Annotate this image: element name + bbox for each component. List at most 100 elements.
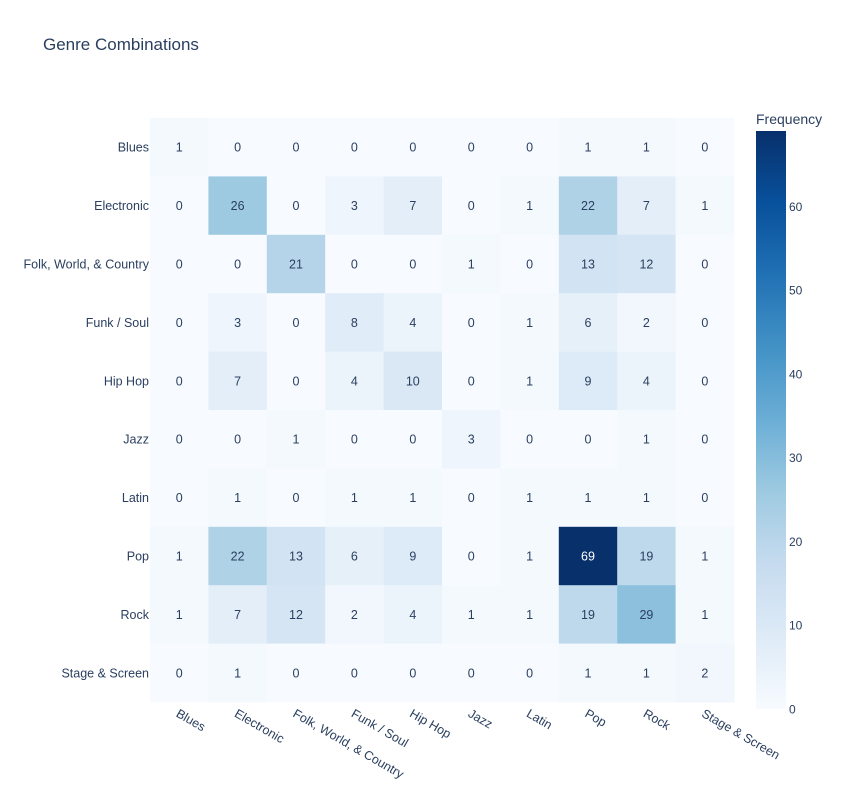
y-tick-label: Funk / Soul bbox=[86, 316, 149, 330]
heatmap-cell-value: 1 bbox=[526, 491, 533, 505]
heatmap-cell-value: 13 bbox=[289, 550, 303, 564]
heatmap-cell bbox=[208, 585, 268, 645]
heatmap-cell bbox=[558, 468, 618, 528]
y-tick-label: Rock bbox=[121, 608, 150, 622]
colorbar-tick-labels: 0 10 20 30 40 50 60 bbox=[789, 200, 803, 717]
heatmap-cell bbox=[617, 410, 677, 469]
heatmap-cell-value: 13 bbox=[581, 258, 595, 272]
heatmap-cell bbox=[383, 526, 443, 586]
heatmap-cell bbox=[266, 410, 326, 469]
heatmap-cell-value: 0 bbox=[409, 141, 416, 155]
heatmap-cell-value: 0 bbox=[234, 433, 241, 447]
heatmap-cell bbox=[442, 410, 501, 469]
heatmap-cell bbox=[383, 176, 443, 236]
heatmap-cell-value: 1 bbox=[526, 550, 533, 564]
heatmap-cell bbox=[500, 293, 560, 353]
heatmap-cell bbox=[500, 351, 560, 411]
heatmap-cell bbox=[266, 468, 326, 528]
heatmap-cell bbox=[617, 468, 677, 528]
heatmap-cell bbox=[442, 118, 501, 177]
heatmap-cell-value: 3 bbox=[351, 199, 358, 213]
heatmap-cell-value: 0 bbox=[351, 666, 358, 680]
heatmap-cell-value: 12 bbox=[639, 258, 653, 272]
heatmap-cell bbox=[325, 118, 385, 177]
heatmap-cell bbox=[675, 176, 735, 236]
heatmap-cell-value: 3 bbox=[468, 433, 475, 447]
heatmap-cell-value: 1 bbox=[176, 608, 183, 622]
heatmap-cell-value: 9 bbox=[409, 550, 416, 564]
heatmap-cell bbox=[383, 293, 443, 353]
heatmap-cell-labels: 1 0 0 0 0 0 0 1 1 00 26 0 3 7 0 1 22 7 10 0 21 0 0 1 0 13 12 00 3 0 8 4… bbox=[176, 141, 709, 681]
heatmap-cell bbox=[325, 176, 385, 236]
heatmap-cell bbox=[208, 118, 268, 177]
heatmap-cell-value: 29 bbox=[639, 608, 653, 622]
heatmap-cell bbox=[675, 234, 735, 294]
heatmap-cell bbox=[675, 410, 735, 469]
heatmap-cell-value: 1 bbox=[701, 550, 708, 564]
heatmap-cell-value: 8 bbox=[351, 316, 358, 330]
heatmap-cell-value: 0 bbox=[176, 433, 183, 447]
heatmap-cell-value: 0 bbox=[526, 258, 533, 272]
heatmap-cell-value: 0 bbox=[468, 141, 475, 155]
heatmap-cell bbox=[500, 643, 560, 703]
heatmap-cell-value: 0 bbox=[293, 199, 300, 213]
heatmap-cell-value: 0 bbox=[176, 666, 183, 680]
heatmap-cell-value: 1 bbox=[585, 491, 592, 505]
heatmap-cell-value: 22 bbox=[581, 199, 595, 213]
heatmap-cell bbox=[500, 118, 560, 177]
heatmap-cell bbox=[675, 468, 735, 528]
heatmap-cell-value: 0 bbox=[701, 491, 708, 505]
heatmap-cell-value: 1 bbox=[176, 141, 183, 155]
heatmap-cell bbox=[325, 585, 385, 645]
heatmap-cell-value: 0 bbox=[701, 141, 708, 155]
heatmap-cell-value: 0 bbox=[468, 491, 475, 505]
heatmap-cell bbox=[383, 351, 443, 411]
heatmap-cell bbox=[150, 118, 209, 177]
heatmap-cell-value: 1 bbox=[526, 374, 533, 388]
x-tick-label: Stage & Screen bbox=[699, 706, 782, 762]
colorbar-tick-label: 50 bbox=[789, 284, 803, 298]
heatmap-cell-value: 6 bbox=[351, 550, 358, 564]
heatmap-cell-value: 9 bbox=[585, 374, 592, 388]
heatmap-cell-value: 0 bbox=[293, 491, 300, 505]
heatmap-cell bbox=[266, 351, 326, 411]
heatmap-cell-value: 1 bbox=[643, 491, 650, 505]
heatmap-cell bbox=[558, 585, 618, 645]
heatmap-cells bbox=[150, 118, 735, 703]
heatmap-cell-value: 2 bbox=[351, 608, 358, 622]
heatmap-cell-value: 0 bbox=[176, 199, 183, 213]
heatmap-cell bbox=[208, 234, 268, 294]
heatmap-cell-value: 1 bbox=[643, 433, 650, 447]
heatmap-cell-value: 0 bbox=[468, 666, 475, 680]
heatmap-cell bbox=[558, 293, 618, 353]
colorbar: Frequency 0 10 20 30 40 50 60 bbox=[756, 111, 822, 717]
heatmap-cell-value: 0 bbox=[701, 258, 708, 272]
heatmap-cell-value: 12 bbox=[289, 608, 303, 622]
heatmap-cell-value: 69 bbox=[581, 550, 595, 564]
heatmap-cell-value: 1 bbox=[526, 608, 533, 622]
heatmap-cell bbox=[558, 643, 618, 703]
heatmap-cell bbox=[208, 351, 268, 411]
x-tick-label: Electronic bbox=[232, 706, 287, 746]
heatmap-cell-value: 0 bbox=[468, 199, 475, 213]
heatmap-cell-value: 26 bbox=[231, 199, 245, 213]
x-tick-label: Pop bbox=[583, 706, 609, 729]
heatmap-cell bbox=[442, 293, 501, 353]
heatmap-cell-value: 10 bbox=[406, 374, 420, 388]
heatmap-cell bbox=[150, 468, 209, 528]
heatmap-cell bbox=[150, 351, 209, 411]
heatmap-cell-value: 0 bbox=[409, 666, 416, 680]
heatmap-cell bbox=[442, 468, 501, 528]
chart-title: Genre Combinations bbox=[43, 35, 199, 54]
heatmap-cell bbox=[617, 234, 677, 294]
heatmap-cell-value: 1 bbox=[351, 491, 358, 505]
x-axis-tick-labels: Blues Electronic Folk, World, & CountryFun… bbox=[174, 706, 782, 781]
heatmap-cell bbox=[150, 585, 209, 645]
heatmap-cell bbox=[266, 176, 326, 236]
heatmap-cell bbox=[266, 118, 326, 177]
heatmap-cell-value: 6 bbox=[585, 316, 592, 330]
colorbar-tick-label: 60 bbox=[789, 200, 803, 214]
heatmap-cell bbox=[383, 468, 443, 528]
y-tick-label: Jazz bbox=[123, 433, 149, 447]
heatmap-cell-value: 0 bbox=[176, 491, 183, 505]
